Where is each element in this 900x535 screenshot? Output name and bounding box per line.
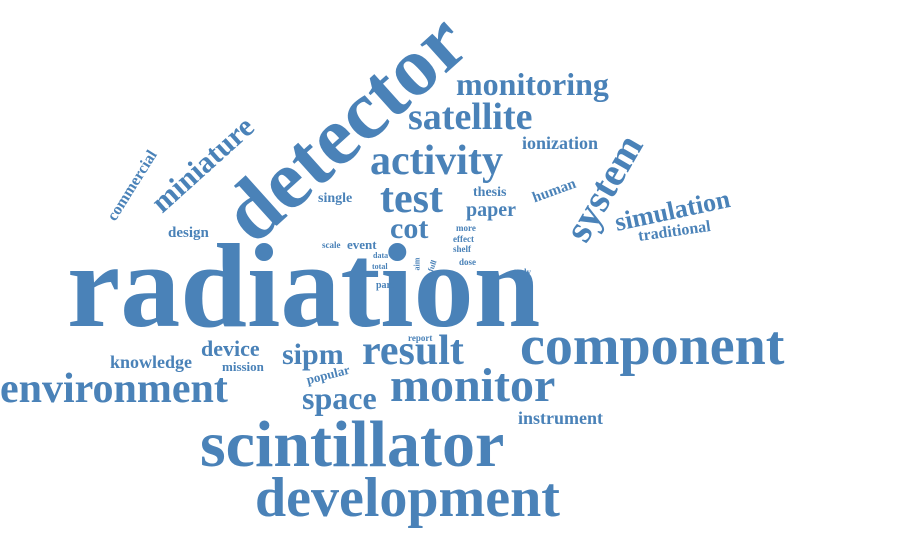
word-monitoring: monitoring	[456, 66, 609, 102]
word-sipm: sipm	[282, 338, 344, 371]
word-paper: paper	[466, 199, 516, 221]
word-mission: mission	[222, 359, 264, 374]
word-cot: cot	[390, 212, 429, 245]
word-effect: effect	[453, 234, 474, 244]
word-knowledge: knowledge	[110, 352, 193, 372]
word-device: device	[201, 336, 260, 361]
word-part: part	[376, 280, 395, 291]
word-scintillator: scintillator	[200, 408, 505, 481]
word-more: more	[456, 223, 476, 233]
word-design: design	[168, 225, 209, 241]
word-thesis: thesis	[473, 185, 507, 200]
word-study: study	[510, 267, 532, 277]
word-event: event	[347, 237, 377, 252]
word-monitor: monitor	[390, 359, 556, 412]
word-scale: scale	[322, 240, 341, 250]
word-dose: dose	[459, 257, 477, 267]
word-report: report	[408, 333, 433, 343]
word-space: space	[302, 380, 377, 416]
word-satellite: satellite	[408, 96, 533, 138]
word-data: data	[373, 251, 389, 260]
word-single: single	[318, 191, 353, 206]
word-development: development	[255, 467, 560, 529]
word-shelf: shelf	[453, 244, 471, 254]
word-instrument: instrument	[518, 408, 603, 428]
word-ionization: ionization	[522, 133, 599, 153]
word-test: test	[380, 176, 443, 222]
word-radiation: radiation	[67, 219, 541, 352]
word-component: component	[520, 315, 785, 377]
word-result: result	[362, 328, 464, 374]
word-activity: activity	[370, 138, 503, 184]
word-total: total	[372, 262, 388, 271]
word-aim: aim	[412, 257, 422, 271]
word-environment: environment	[0, 366, 228, 412]
